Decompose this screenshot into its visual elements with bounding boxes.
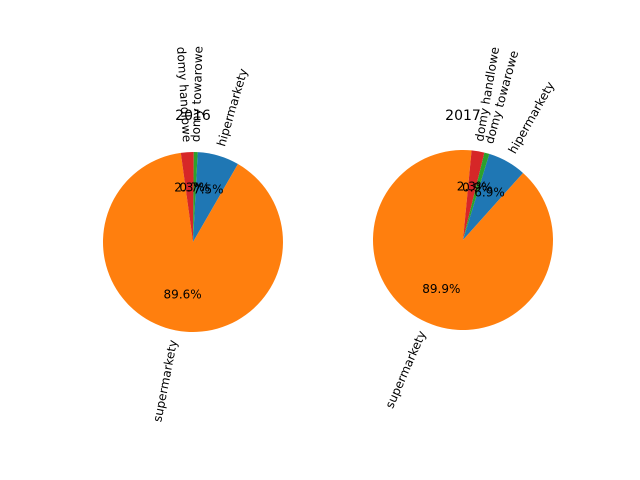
slice-label-hipermarkety: hipermarkety <box>506 79 558 156</box>
pie-slice-domy-towarowe <box>463 152 490 240</box>
pie-slice-domy-handlowe <box>180 151 194 242</box>
pie-slice-supermarkety <box>372 149 553 330</box>
pie-slice-domy-towarowe <box>193 152 198 242</box>
slice-percent-domy-towarowe: 0.7% <box>179 181 210 195</box>
slice-percent-domy-towarowe: 0.9% <box>462 180 493 194</box>
slice-percent-supermarkety: 89.6% <box>164 287 202 301</box>
slice-label-domy-handlowe: domy handlowe <box>174 46 194 142</box>
slice-label-domy-towarowe: domy towarowe <box>189 46 206 142</box>
slice-percent-domy-handlowe: 2.3% <box>174 181 205 195</box>
slice-percent-supermarkety: 89.9% <box>422 282 460 296</box>
chart-title: 2016 <box>175 108 211 124</box>
chart-title: 2017 <box>445 108 481 124</box>
pie-slice-hipermarkety <box>193 152 238 242</box>
pie-slice-domy-handlowe <box>463 150 485 240</box>
slice-percent-hipermarkety: 7.5% <box>193 183 224 197</box>
pie-chart-2017: 2017 hipermarkety6.9%supermarkety89.9%dom… <box>372 46 558 411</box>
slice-percent-hipermarkety: 6.9% <box>474 185 505 199</box>
pie-chart-2016: 2016 hipermarkety 7.5% supermarkety 89.6% dom… <box>102 46 283 423</box>
slice-label-hipermarkety: hipermarkety <box>214 67 250 148</box>
slice-label-supermarkety: supermarkety <box>150 339 180 423</box>
slice-label-supermarkety: supermarkety <box>383 329 429 411</box>
slice-percent-domy-handlowe: 2.3% <box>457 179 488 193</box>
pie-slice-supermarkety <box>102 152 283 333</box>
pie-slice-hipermarkety <box>463 153 524 240</box>
